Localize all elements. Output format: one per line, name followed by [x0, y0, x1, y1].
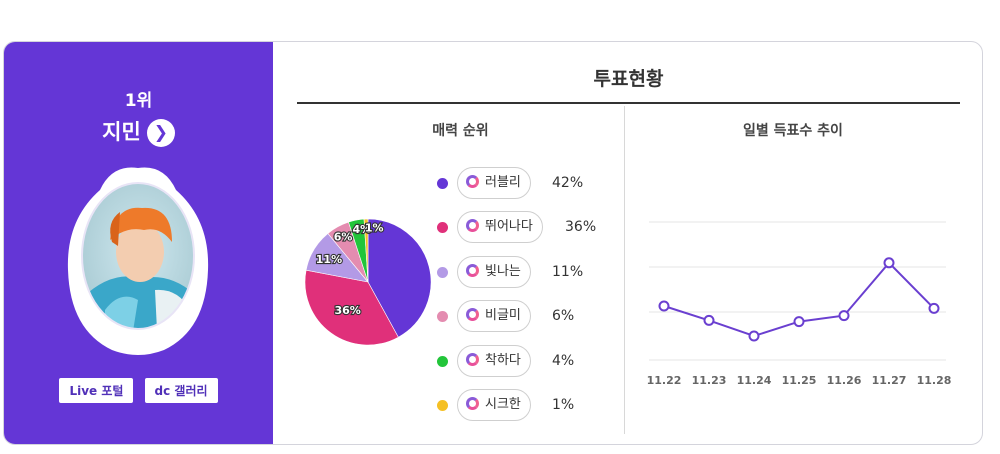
portrait-frame [67, 167, 209, 355]
data-point [748, 330, 760, 342]
charm-button-outstanding[interactable]: 뛰어나다 [457, 211, 543, 244]
charm-button-kind[interactable]: 착하다 [457, 344, 531, 377]
title-divider [297, 102, 960, 104]
data-point [793, 316, 805, 328]
member-name-row[interactable]: 지민 ❯ [4, 116, 273, 147]
x-tick-label: 11.24 [737, 374, 772, 387]
pie-slice [304, 269, 399, 346]
x-tick-label: 11.27 [872, 374, 907, 387]
legend-dot [437, 355, 448, 367]
rank-label: 1위 [124, 91, 153, 111]
x-tick-label: 11.26 [827, 374, 862, 387]
charm-ranking-title: 매력 순위 [432, 123, 489, 139]
pie-slice [363, 218, 369, 283]
live-portal-button[interactable]: Live 포털 [59, 378, 134, 403]
legend-percent: 1% [552, 396, 575, 413]
pie-data-label: 1% [365, 221, 384, 234]
data-point [883, 257, 895, 269]
charm-ring-icon [466, 263, 479, 277]
charm-ring-icon [466, 396, 479, 410]
vote-status-title: 투표현황 [593, 68, 664, 90]
legend-dot [437, 266, 448, 278]
legend-label: 뛰어나다 [485, 219, 533, 235]
legend-percent: 36% [565, 219, 597, 236]
x-tick-label: 11.28 [917, 374, 952, 387]
charm-ring-icon [466, 219, 479, 233]
charm-ring-icon [466, 175, 479, 188]
legend-label: 시크한 [485, 396, 521, 412]
x-tick-label: 11.23 [692, 374, 727, 387]
charm-ring-icon [466, 308, 479, 322]
column-divider [624, 106, 625, 434]
x-tick-label: 11.25 [782, 374, 817, 387]
pie-data-label: 11% [316, 253, 342, 266]
x-tick-label: 11.22 [647, 374, 682, 387]
dc-gallery-button[interactable]: dc 갤러리 [144, 378, 218, 403]
vote-status-card: 1위 지민 ❯ [3, 41, 983, 445]
link-buttons: Live 포털 dc 갤러리 [4, 378, 273, 403]
pie-data-label: 4% [353, 223, 372, 236]
legend-dot [437, 222, 448, 234]
member-name: 지민 [102, 120, 141, 144]
pie-data-label: 6% [334, 231, 353, 244]
data-point [928, 302, 940, 314]
legend-dot [437, 311, 448, 323]
legend-percent: 6% [552, 308, 575, 325]
legend-label: 러블리 [485, 175, 521, 190]
charm-button-beagle[interactable]: 비글미 [457, 300, 531, 333]
legend-label: 비글미 [485, 308, 521, 324]
legend-percent: 42% [552, 175, 584, 191]
legend-label: 빛나는 [485, 263, 521, 279]
legend-dot [437, 178, 448, 189]
charm-button-chic[interactable]: 시크한 [457, 388, 531, 421]
chevron-right-icon[interactable]: ❯ [146, 119, 175, 147]
daily-vote-line-chart: 11.22 11.23 11.24 11.25 11.26 11.27 11.28 [647, 221, 952, 387]
data-point [658, 300, 670, 312]
charm-button-lovely[interactable]: 러블리 [457, 167, 531, 199]
legend-dot [437, 399, 448, 411]
pie-data-label: 36% [334, 304, 360, 317]
legend-percent: 4% [552, 352, 575, 369]
legend-percent: 11% [552, 263, 584, 280]
daily-trend-title: 일별 득표수 추이 [743, 123, 843, 139]
charm-button-shining[interactable]: 빛나는 [457, 255, 531, 288]
data-point [703, 314, 715, 326]
charm-ring-icon [466, 352, 479, 366]
legend-label: 착하다 [485, 352, 521, 368]
data-point [838, 310, 850, 322]
charm-pie-chart: 36% 11% 6%4%1% [304, 218, 432, 346]
pie-slice [367, 218, 432, 338]
profile-panel: 1위 지민 ❯ [4, 42, 273, 444]
